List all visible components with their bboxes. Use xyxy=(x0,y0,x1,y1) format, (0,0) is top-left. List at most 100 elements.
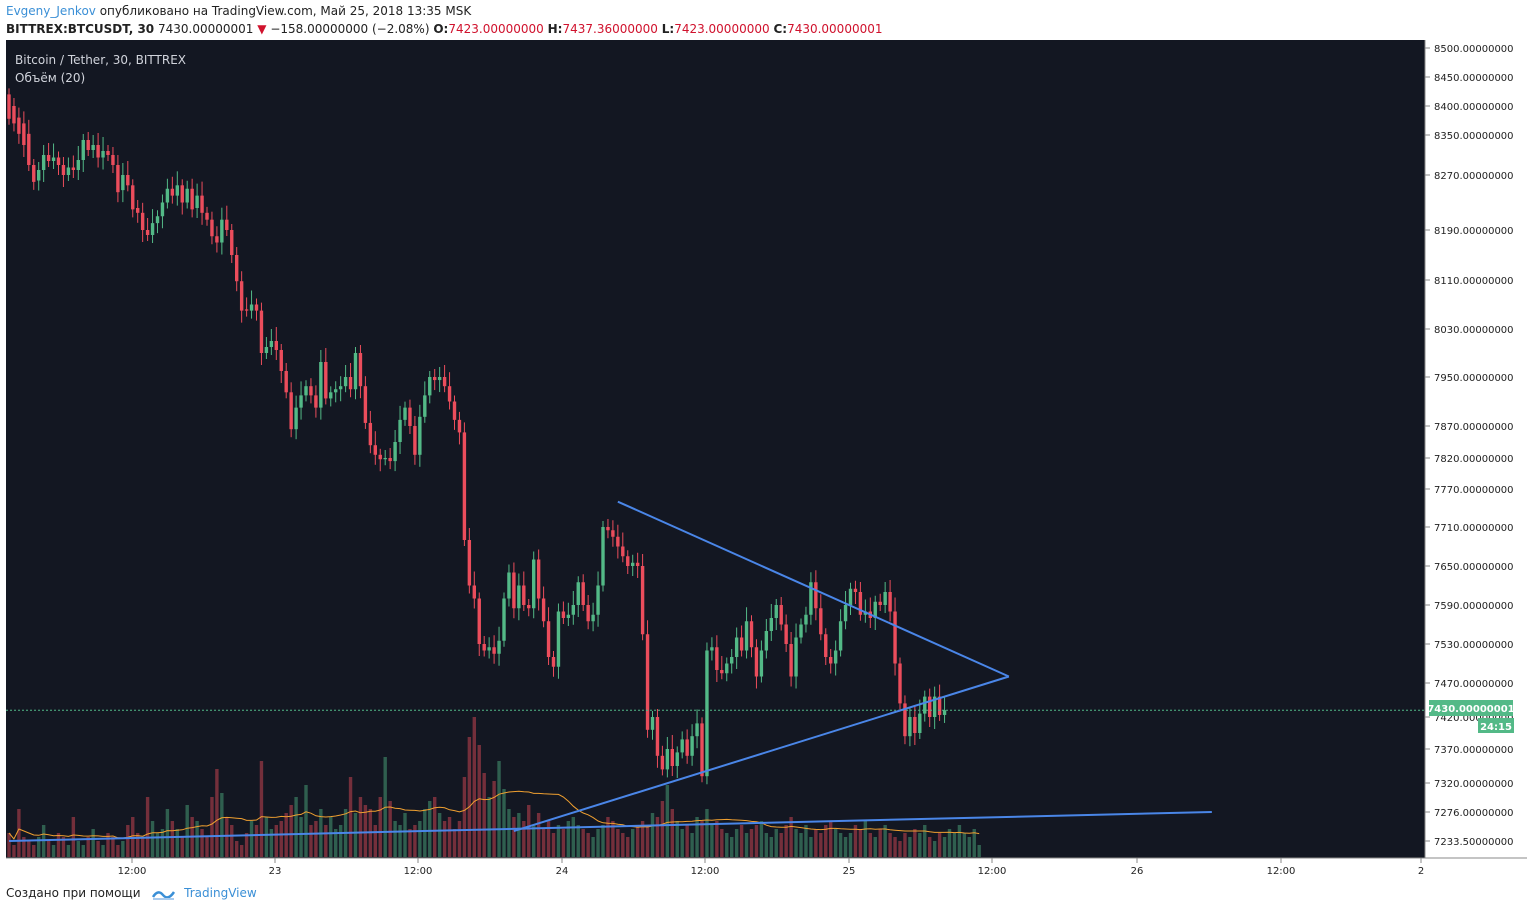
candle-body xyxy=(27,133,31,165)
volume-bar xyxy=(853,825,858,857)
candle-body xyxy=(200,195,204,213)
volume-bar xyxy=(442,821,447,857)
volume-bar xyxy=(239,845,244,857)
candle-body xyxy=(165,188,170,203)
volume-bar xyxy=(22,837,26,857)
volume-bar xyxy=(809,837,813,857)
volume-bar xyxy=(581,829,585,857)
trendline-lower[interactable] xyxy=(513,675,1010,833)
candle-body xyxy=(437,377,442,381)
candle-body xyxy=(91,145,95,150)
volume-bar xyxy=(136,833,140,857)
candle-body xyxy=(71,167,76,170)
y-tick-label: 8110.00000000 xyxy=(1434,276,1514,287)
candle-body xyxy=(126,175,130,186)
x-axis[interactable]: 12:00 23 12:00 24 12:00 25 12:00 26 12:00 2 xyxy=(118,858,1425,877)
volume-bar xyxy=(111,837,115,857)
candle-body xyxy=(131,185,135,210)
volume-bar xyxy=(254,825,259,857)
volume-bar xyxy=(452,829,457,857)
volume-bar xyxy=(705,809,709,857)
volume-bar xyxy=(977,845,981,857)
volume-bar xyxy=(279,821,283,857)
candle-body xyxy=(175,185,179,196)
published-text: опубликовано на TradingView.com, Май 25,… xyxy=(99,4,472,18)
author-link[interactable]: Evgeny_Jenkov xyxy=(6,4,96,18)
candle-body xyxy=(893,611,897,664)
volume-bar xyxy=(338,825,343,857)
candle-body xyxy=(759,650,764,677)
y-tick-label: 8350.00000000 xyxy=(1434,131,1514,142)
volume-bar xyxy=(329,817,333,857)
volume-bar xyxy=(86,837,90,857)
y-tick-label: 8190.00000000 xyxy=(1434,226,1514,237)
volume-bar xyxy=(185,805,189,857)
candle-body xyxy=(853,588,858,592)
y-axis[interactable]: 8500.00000000 8450.00000000 8400.00000000 8… xyxy=(1425,44,1514,848)
candle-body xyxy=(779,605,783,625)
volume-bar xyxy=(898,841,902,857)
candle-body xyxy=(76,160,80,170)
volume-bar xyxy=(467,737,472,857)
tradingview-link[interactable]: TradingView xyxy=(184,886,257,900)
candle-body xyxy=(472,585,476,599)
close-value: 7430.00000001 xyxy=(787,22,883,36)
volume-bar xyxy=(918,833,922,857)
volume-bar xyxy=(655,817,660,857)
x-tick-label: 12:00 xyxy=(118,866,147,877)
trendline-support[interactable] xyxy=(8,811,1212,842)
volume-bar xyxy=(660,801,665,857)
volume-bar xyxy=(324,825,328,857)
candle-body xyxy=(581,582,585,605)
volume-bar xyxy=(720,829,724,857)
candle-body xyxy=(264,347,269,353)
volume-bar xyxy=(403,813,407,857)
volume-bar xyxy=(972,829,976,857)
candle-body xyxy=(403,407,407,420)
down-triangle-icon: ▼ xyxy=(257,22,267,36)
volume-bar xyxy=(17,809,21,857)
y-tick-label: 7590.00000000 xyxy=(1434,601,1514,612)
volume-bar xyxy=(942,837,947,857)
candle-body xyxy=(804,614,808,625)
volume-bar xyxy=(675,821,679,857)
x-tick-label: 24 xyxy=(556,866,569,877)
candle-body xyxy=(631,562,635,566)
candle-body xyxy=(398,419,402,442)
candle-body xyxy=(140,212,145,230)
candle-body xyxy=(180,185,184,203)
candle-body xyxy=(373,445,377,455)
volume-bar xyxy=(888,833,892,857)
volume-bar xyxy=(235,841,239,857)
volume-bar xyxy=(180,837,184,857)
volume-bar xyxy=(428,801,432,857)
candle-body xyxy=(873,601,877,618)
high-label: H: xyxy=(547,22,563,36)
volume-bar xyxy=(116,845,120,857)
volume-bar xyxy=(61,837,66,857)
volume-bar xyxy=(685,825,689,857)
candle-body xyxy=(843,605,848,622)
candle-body xyxy=(309,386,313,396)
y-tick-label: 7370.00000000 xyxy=(1434,745,1514,756)
candle-body xyxy=(195,195,199,208)
volume-bar xyxy=(601,825,605,857)
candle-body xyxy=(353,353,358,390)
candle-body xyxy=(205,212,209,220)
price-chart[interactable]: 8500.00000000 8450.00000000 8400.00000000 8… xyxy=(0,40,1527,880)
candle-body xyxy=(61,165,66,175)
volume-bar xyxy=(294,797,298,857)
candle-body xyxy=(720,670,724,674)
volume-bar xyxy=(606,817,610,857)
volume-bar xyxy=(774,829,778,857)
candle-body xyxy=(413,426,417,455)
candle-body xyxy=(670,749,674,766)
candle-body xyxy=(41,155,46,170)
footer: Создано при помощи TradingView xyxy=(6,886,257,901)
candle-body xyxy=(774,605,778,618)
trendline-upper[interactable] xyxy=(617,500,1010,678)
candle-body xyxy=(532,559,536,609)
candle-body xyxy=(739,637,744,651)
y-tick-label: 7276.00000000 xyxy=(1434,808,1514,819)
candle-body xyxy=(368,422,373,446)
